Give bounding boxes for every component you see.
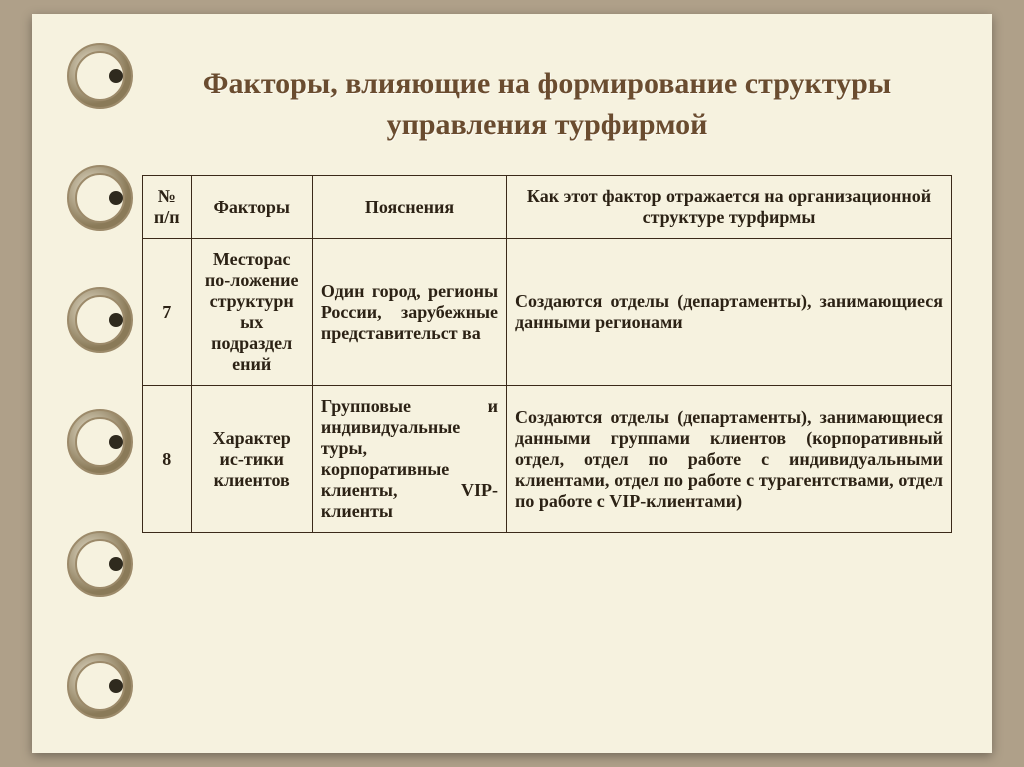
cell-refl: Создаются отделы (департаменты), занимаю… [507, 386, 952, 533]
table-row: 7 Месторас по-ложение структурн ых подра… [143, 239, 952, 386]
col-header-refl: Как этот фактор отражается на организаци… [507, 176, 952, 239]
col-header-factor: Факторы [191, 176, 312, 239]
cell-factor: Месторас по-ложение структурн ых подразд… [191, 239, 312, 386]
page-title: Факторы, влияющие на формирование структ… [142, 64, 952, 145]
binder-ring-icon [64, 650, 136, 722]
factors-table: № п/п Факторы Пояснения Как этот фактор … [142, 175, 952, 533]
slide-card: Факторы, влияющие на формирование структ… [32, 14, 992, 753]
cell-num: 7 [143, 239, 192, 386]
slide-content: Факторы, влияющие на формирование структ… [142, 64, 952, 533]
spiral-binding [68, 14, 138, 753]
col-header-num: № п/п [143, 176, 192, 239]
binder-ring-icon [64, 406, 136, 478]
cell-expl: Один город, регионы России, зарубежные п… [312, 239, 506, 386]
cell-num: 8 [143, 386, 192, 533]
table-header-row: № п/п Факторы Пояснения Как этот фактор … [143, 176, 952, 239]
binder-ring-icon [64, 284, 136, 356]
binder-ring-icon [64, 162, 136, 234]
cell-factor: Характер ис-тики клиентов [191, 386, 312, 533]
binder-ring-icon [64, 528, 136, 600]
col-header-expl: Пояснения [312, 176, 506, 239]
cell-expl: Групповые и индивидуальные туры, корпора… [312, 386, 506, 533]
cell-refl: Создаются отделы (департаменты), занимаю… [507, 239, 952, 386]
table-row: 8 Характер ис-тики клиентов Групповые и … [143, 386, 952, 533]
binder-ring-icon [64, 40, 136, 112]
